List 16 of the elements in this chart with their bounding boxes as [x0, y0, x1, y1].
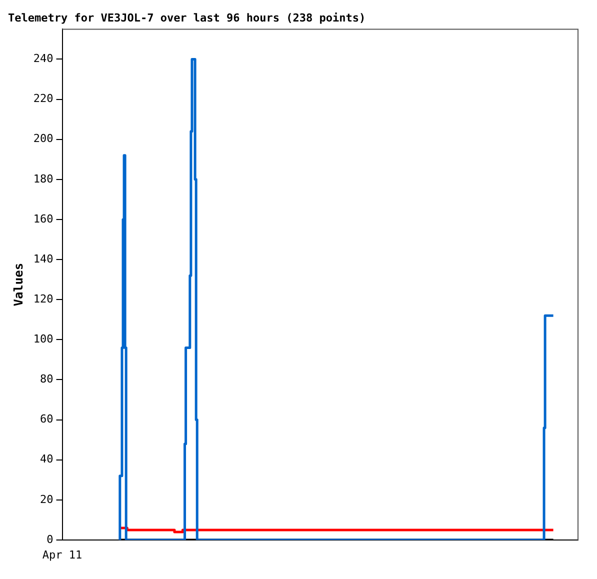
- y-tick-label: 240: [33, 52, 54, 66]
- y-tick-label: 80: [40, 372, 54, 386]
- y-tick-label: 100: [33, 332, 54, 346]
- y-tick-label: 40: [40, 452, 54, 466]
- text: Apr 11: [42, 548, 82, 562]
- y-tick-label: 20: [40, 492, 54, 506]
- y-tick-label: 220: [33, 92, 54, 106]
- y-tick-label: 140: [33, 252, 54, 266]
- y-tick-label: 60: [40, 412, 54, 426]
- chart-title: Telemetry for VE3JOL-7 over last 96 hours (238 points): [8, 11, 366, 24]
- y-axis-title: Values: [11, 262, 26, 306]
- y-tick-label: 0: [46, 532, 54, 546]
- y-tick-label: 180: [33, 172, 54, 186]
- y-tick-label: 160: [33, 212, 54, 226]
- y-tick-label: 200: [33, 132, 54, 146]
- y-tick-label: 120: [33, 292, 54, 306]
